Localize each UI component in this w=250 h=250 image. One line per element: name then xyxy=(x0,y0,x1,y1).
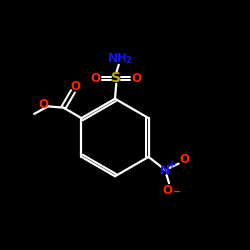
Text: O: O xyxy=(132,72,142,85)
Text: 2: 2 xyxy=(125,56,131,65)
Text: O: O xyxy=(179,153,189,166)
Text: O: O xyxy=(162,184,172,198)
Text: NH: NH xyxy=(108,52,128,65)
Text: O: O xyxy=(70,80,80,93)
Text: +: + xyxy=(168,160,176,170)
Text: −: − xyxy=(172,187,180,197)
Text: S: S xyxy=(111,71,121,85)
Text: O: O xyxy=(91,72,101,85)
Text: N: N xyxy=(160,164,170,177)
Text: O: O xyxy=(39,98,49,111)
